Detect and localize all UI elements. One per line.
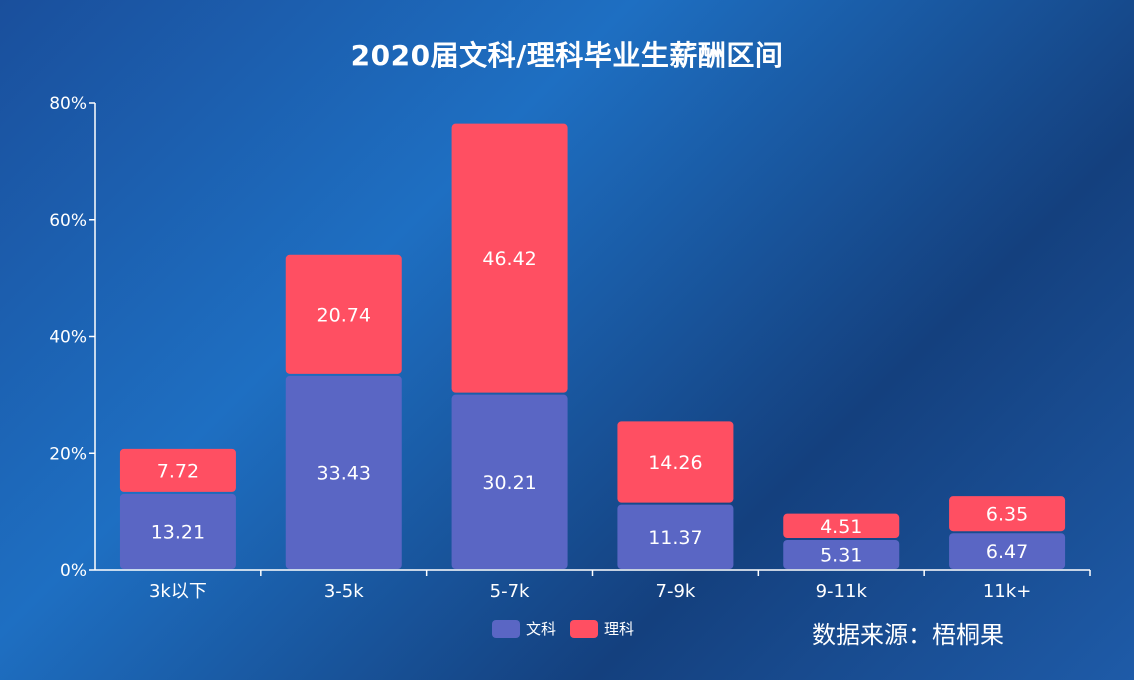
legend-item-wenke[interactable]: 文科: [492, 618, 556, 639]
bar-like[interactable]: [617, 421, 734, 503]
data-label: 6.47: [986, 541, 1028, 563]
bars-group: 13.21 7.72 33.43 20.74 30.21 46.42 11.37 14.26 5…: [119, 123, 1066, 569]
bar-like[interactable]: [285, 254, 402, 374]
x-axis: 3k以下 3-5k 5-7k 7-9k 9-11k 11k+: [149, 570, 1091, 602]
bar-like[interactable]: [451, 123, 568, 393]
x-tick-label: 9-11k: [816, 581, 868, 602]
legend: 文科 理科: [492, 618, 634, 639]
bar-like[interactable]: [949, 496, 1066, 532]
legend-item-like[interactable]: 理科: [570, 618, 634, 639]
y-tick-label: 20%: [49, 444, 87, 464]
y-tick-label: 0%: [60, 561, 87, 581]
data-label: 7.72: [157, 460, 199, 482]
bar-wenke[interactable]: [949, 533, 1066, 569]
chart-title: 2020届文科/理科毕业生薪酬区间: [350, 39, 784, 72]
data-label: 33.43: [317, 462, 371, 484]
data-source: 数据来源：梧桐果: [812, 621, 1004, 649]
data-label: 6.35: [986, 504, 1028, 526]
x-tick-label: 7-9k: [656, 581, 696, 602]
y-tick-label: 40%: [49, 328, 87, 348]
legend-swatch-wenke: [492, 619, 520, 638]
data-label: 5.31: [820, 545, 862, 567]
legend-label-like: 理科: [604, 620, 635, 638]
x-tick-label: 11k+: [983, 581, 1031, 602]
bar-wenke[interactable]: [119, 493, 236, 569]
data-label: 46.42: [482, 248, 536, 270]
legend-swatch-like: [570, 619, 599, 638]
y-tick-label: 80%: [49, 94, 87, 114]
data-label: 11.37: [648, 527, 702, 549]
data-label: 20.74: [317, 304, 371, 326]
bar-like[interactable]: [783, 513, 900, 539]
bar-wenke[interactable]: [617, 504, 734, 569]
bar-wenke[interactable]: [783, 540, 900, 569]
bar-wenke[interactable]: [451, 394, 568, 569]
bar-wenke[interactable]: [285, 375, 402, 569]
data-label: 14.26: [648, 452, 702, 474]
bar-like[interactable]: [119, 448, 236, 492]
data-label: 30.21: [482, 472, 536, 494]
x-tick-label: 3k以下: [149, 581, 207, 602]
data-label: 13.21: [151, 521, 205, 543]
data-label: 4.51: [820, 516, 862, 538]
legend-label-wenke: 文科: [526, 620, 557, 638]
x-tick-label: 5-7k: [490, 581, 530, 602]
y-tick-label: 60%: [49, 211, 87, 231]
x-tick-label: 3-5k: [324, 581, 364, 602]
